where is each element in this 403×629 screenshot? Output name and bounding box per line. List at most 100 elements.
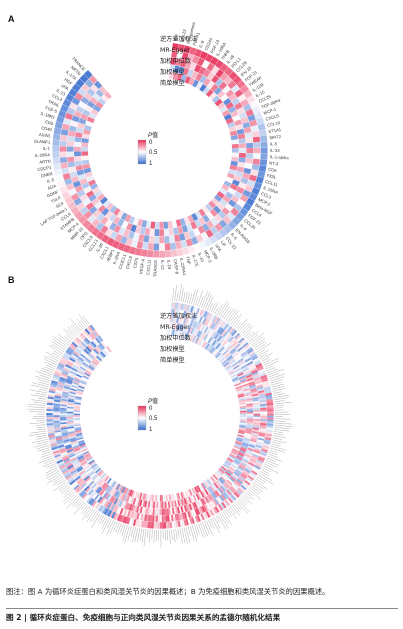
heat-cell-b-257-3: [67, 401, 75, 404]
gene-label-a-9: IL-18: [225, 53, 235, 64]
heat-cell-b-8-0: [186, 304, 190, 312]
heat-cell-b-25-3: [206, 336, 212, 343]
heat-cell-b-258-0: [47, 396, 55, 400]
heat-cell-a-44-0: [203, 238, 213, 247]
cell-label-stub-b-88: [273, 433, 284, 436]
heat-cell-b-178-1: [132, 512, 136, 519]
heat-cell-b-212-0: [71, 482, 79, 489]
heat-cell-b-95-1: [255, 442, 263, 447]
heat-cell-b-210-1: [79, 481, 86, 488]
heat-cell-b-93-0: [263, 440, 271, 445]
cell-label-stub-b-236: [33, 443, 49, 448]
heat-cell-a-71-4: [89, 183, 98, 190]
heat-cell-b-182-0: [122, 516, 127, 524]
heat-cell-b-50-2: [239, 362, 247, 368]
gene-label-a-43: uPA: [214, 243, 222, 252]
heat-cell-b-221-0: [61, 468, 68, 474]
cell-label-stub-b-130: [228, 507, 237, 519]
heat-cell-b-1-1: [171, 308, 175, 316]
heat-cell-a-8-0: [215, 59, 224, 69]
heat-cell-a-36-1: [233, 203, 243, 212]
heat-cell-a-35-0: [242, 202, 252, 212]
heat-cell-a-25-4: [231, 148, 239, 153]
heat-cell-b-25-4: [202, 341, 208, 349]
heat-cell-b-8-1: [184, 311, 189, 319]
heat-cell-b-121-4: [216, 470, 223, 476]
heat-cell-b-186-1: [117, 507, 122, 514]
heat-cell-b-128-0: [225, 498, 232, 505]
heat-cell-a-62-1: [105, 228, 114, 237]
heat-cell-b-60-3: [241, 381, 248, 386]
heat-cell-a-57-3: [135, 225, 142, 234]
heat-cell-b-0-4: [167, 328, 171, 336]
gene-label-a-90: uPA: [61, 83, 70, 91]
heat-cell-b-58-0: [258, 370, 266, 375]
heat-cell-b-250-3: [66, 413, 74, 416]
cell-label-stub-b-119: [245, 491, 254, 500]
heat-cell-b-266-1: [57, 382, 65, 386]
heat-cell-b-281-0: [64, 351, 71, 358]
cell-label-stub-b-43: [250, 332, 265, 344]
heat-cell-b-37-3: [221, 348, 227, 355]
heat-cell-b-219-1: [69, 467, 76, 473]
heat-cell-b-60-1: [253, 376, 261, 381]
heat-cell-b-274-1: [63, 367, 71, 373]
heat-cell-b-23-0: [213, 316, 219, 324]
heat-cell-b-224-2: [70, 456, 78, 462]
heat-cell-b-57-0: [257, 368, 265, 374]
heat-cell-a-19-2: [240, 116, 249, 124]
heat-cell-b-208-4: [97, 469, 103, 476]
heat-cell-b-295-3: [96, 345, 103, 352]
heat-cell-b-174-3: [142, 500, 146, 507]
heat-cell-b-238-4: [75, 431, 82, 435]
heat-cell-b-88-2: [252, 429, 259, 433]
heat-cell-b-164-4: [159, 494, 162, 502]
heat-cell-b-68-0: [264, 390, 272, 394]
heat-cell-a-76-3: [75, 165, 84, 171]
heat-cell-a-27-0: [259, 159, 268, 166]
heat-cell-b-277-2: [71, 365, 79, 371]
heat-cell-a-77-2: [67, 161, 76, 168]
cell-label-stub-b-211: [63, 489, 74, 498]
heat-cell-b-216-3: [83, 464, 90, 470]
heat-cell-b-139-0: [207, 510, 213, 517]
heat-cell-b-88-0: [265, 431, 273, 435]
heat-cell-a-20-4: [228, 126, 237, 133]
heat-cell-b-31-2: [218, 336, 224, 343]
heat-cell-b-156-1: [174, 514, 178, 521]
heat-cell-b-31-0: [226, 326, 233, 333]
heat-cell-b-292-3: [93, 348, 100, 355]
heat-cell-b-171-4: [148, 494, 152, 501]
heat-cell-b-39-0: [238, 337, 245, 344]
heat-cell-b-192-2: [110, 496, 116, 503]
cell-label-stub-b-9: [191, 290, 196, 305]
heat-cell-b-68-2: [251, 393, 259, 397]
heat-cell-b-113-1: [241, 472, 248, 479]
heat-cell-a-87-1: [66, 107, 76, 115]
heat-cell-b-6-2: [179, 317, 183, 324]
heat-cell-b-15-0: [199, 309, 204, 317]
heat-cell-b-142-3: [194, 494, 199, 501]
heat-cell-b-18-0: [204, 311, 210, 319]
cell-label-stub-b-154: [181, 527, 186, 544]
heat-cell-b-133-0: [217, 504, 224, 511]
cell-label-stub-b-60: [267, 368, 285, 376]
cell-label-stub-b-12: [197, 290, 203, 307]
heat-cell-a-45-0: [198, 240, 207, 250]
heat-cell-b-161-4: [164, 494, 167, 502]
heat-cell-a-66-0: [82, 219, 92, 229]
heat-cell-b-240-2: [61, 430, 69, 434]
cell-label-stub-b-285: [58, 337, 69, 346]
heat-cell-b-72-1: [259, 399, 267, 403]
ring-label-b-ivw: 逆方差加权法: [160, 312, 197, 320]
heat-cell-b-105-0: [254, 463, 262, 468]
heat-cell-a-43-2: [201, 223, 210, 232]
heat-cell-b-149-3: [183, 498, 187, 505]
heat-cell-b-294-0: [81, 331, 88, 338]
heat-cell-b-217-4: [88, 459, 95, 465]
heat-cell-b-235-1: [56, 440, 64, 445]
heat-cell-b-48-3: [232, 363, 239, 369]
gene-label-a-78: ARTN: [39, 159, 51, 165]
heat-cell-b-204-1: [87, 489, 94, 496]
heat-cell-b-21-2: [203, 326, 209, 334]
